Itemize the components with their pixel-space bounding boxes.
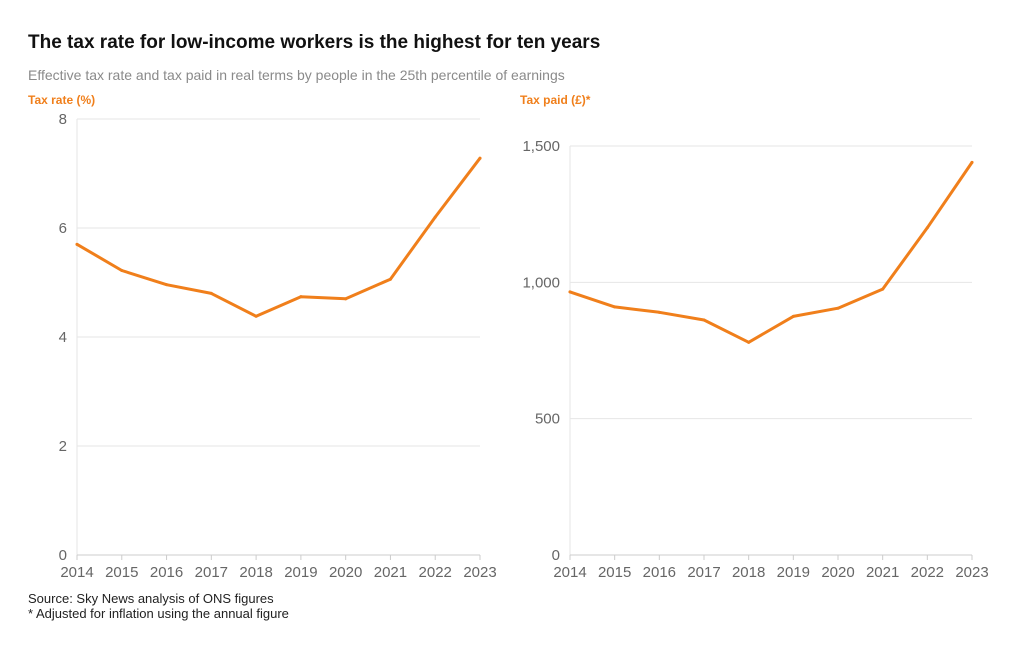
- tax-paid-y-tick-label: 0: [552, 547, 560, 564]
- tax-rate-y-tick-label: 4: [59, 329, 67, 346]
- tax-rate-data-point: [209, 291, 213, 295]
- chart-title: The tax rate for low-income workers is t…: [28, 32, 601, 53]
- tax-paid-y-tick-label: 500: [535, 411, 560, 428]
- tax-rate-data-point: [478, 156, 482, 160]
- tax-paid-x-tick-label: 2017: [687, 564, 720, 581]
- tax-rate-x-tick-label: 2018: [239, 564, 272, 581]
- tax-rate-x-tick-label: 2017: [195, 564, 228, 581]
- tax-paid-data-point: [970, 160, 974, 164]
- tax-rate-y-tick-label: 8: [59, 111, 67, 128]
- left-chart-y-axis-label: Tax rate (%): [28, 93, 96, 107]
- tax-paid-data-point: [881, 287, 885, 291]
- tax-paid-x-tick-label: 2019: [777, 564, 810, 581]
- tax-rate-data-point: [299, 295, 303, 299]
- tax-rate-data-point: [254, 314, 258, 318]
- tax-rate-x-tick-label: 2016: [150, 564, 183, 581]
- chart-subtitle: Effective tax rate and tax paid in real …: [28, 67, 565, 83]
- tax-paid-data-point: [836, 306, 840, 310]
- tax-paid-data-point: [747, 340, 751, 344]
- tax-rate-series-line: [75, 156, 482, 318]
- tax-rate-data-point: [344, 297, 348, 301]
- tax-rate-x-tick-label: 2020: [329, 564, 362, 581]
- tax-rate-data-point: [75, 242, 79, 246]
- tax-paid-x-tick-label: 2020: [821, 564, 854, 581]
- tax-paid-y-tick-label: 1,500: [522, 138, 560, 155]
- tax-rate-y-tick-label: 2: [59, 438, 67, 455]
- tax-rate-x-tick-label: 2023: [463, 564, 496, 581]
- tax-rate-y-tick-label: 0: [59, 547, 67, 564]
- tax-paid-y-tick-label: 1,000: [522, 274, 560, 291]
- tax-paid-x-tick-label: 2021: [866, 564, 899, 581]
- tax-rate-data-point: [120, 269, 124, 273]
- tax-paid-data-point: [702, 318, 706, 322]
- tax-paid-data-point: [657, 310, 661, 314]
- tax-paid-data-point: [791, 314, 795, 318]
- tax-rate-data-point: [388, 277, 392, 281]
- tax-paid-x-tick-label: 2018: [732, 564, 765, 581]
- tax-paid-x-tick-label: 2014: [553, 564, 586, 581]
- tax-paid-data-point: [613, 305, 617, 309]
- source-note: Source: Sky News analysis of ONS figures: [28, 591, 274, 606]
- tax-paid-data-point: [568, 290, 572, 294]
- tax-rate-x-tick-label: 2022: [419, 564, 452, 581]
- tax-rate-x-tick-label: 2021: [374, 564, 407, 581]
- tax-rate-x-tick-label: 2015: [105, 564, 138, 581]
- tax-rate-data-point: [165, 283, 169, 287]
- tax-paid-series-line: [568, 160, 974, 344]
- tax-paid-x-tick-label: 2022: [911, 564, 944, 581]
- tax-paid-data-point: [925, 226, 929, 230]
- tax-rate-data-point: [433, 215, 437, 219]
- tax-paid-x-tick-label: 2023: [955, 564, 988, 581]
- footnote: * Adjusted for inflation using the annua…: [28, 606, 289, 621]
- tax-rate-y-tick-label: 6: [59, 220, 67, 237]
- tax-rate-x-tick-label: 2019: [284, 564, 317, 581]
- tax-paid-x-tick-label: 2016: [643, 564, 676, 581]
- right-chart-y-axis-label: Tax paid (£)*: [520, 93, 591, 107]
- tax-rate-x-tick-label: 2014: [60, 564, 93, 581]
- tax-paid-x-tick-label: 2015: [598, 564, 631, 581]
